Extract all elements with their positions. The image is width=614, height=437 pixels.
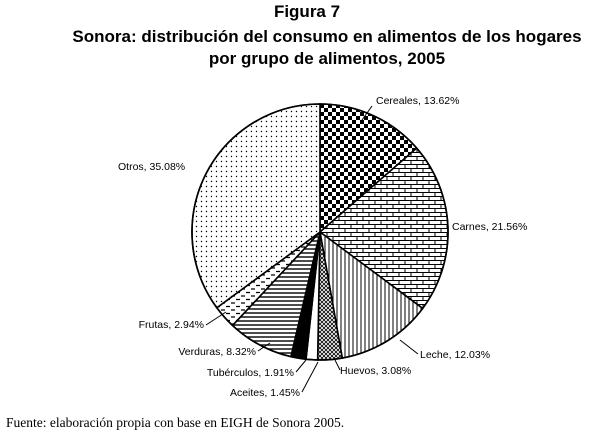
slice-labels: Cereales, 13.62% Carnes, 21.56% Leche, 12.…	[118, 95, 527, 399]
slice-label: Aceites, 1.45%	[230, 387, 300, 399]
chart-title: Sonora: distribución del consumo en alim…	[40, 26, 614, 70]
slice-label: Otros, 35.08%	[118, 161, 185, 173]
pie-slices	[191, 103, 449, 361]
leader-line	[361, 105, 373, 121]
leader-line	[295, 359, 307, 373]
leader-line	[205, 311, 227, 326]
slice-label: Carnes, 21.56%	[452, 221, 527, 233]
slice-label: Huevos, 3.08%	[340, 365, 411, 377]
leader-line	[257, 342, 271, 352]
source-note: Fuente: elaboración propia con base en E…	[6, 415, 345, 430]
slice-label: Frutas, 2.94%	[139, 319, 204, 331]
leader-line	[333, 357, 341, 371]
slice-label: Tubérculos, 1.91%	[207, 367, 294, 379]
slice-label: Leche, 12.03%	[420, 349, 490, 361]
slice-label: Cereales, 13.62%	[376, 95, 459, 107]
pie-outline	[191, 103, 449, 361]
figure-number: Figura 7	[273, 2, 341, 21]
leader-line	[301, 361, 319, 393]
leader-line	[399, 339, 419, 355]
slice-label: Verduras, 8.32%	[178, 346, 256, 358]
chart-title-line-2: por grupo de alimentos, 2005	[208, 49, 446, 68]
chart-title-line-1: Sonora: distribución del consumo en alim…	[72, 27, 582, 46]
